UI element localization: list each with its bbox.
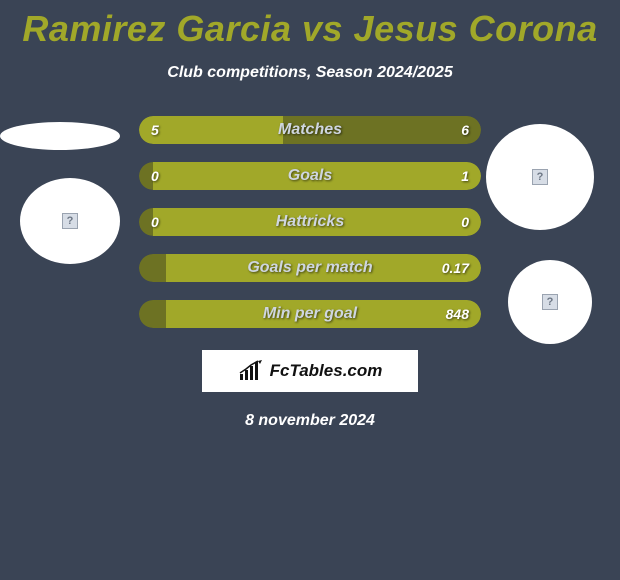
- stat-row: 56Matches: [139, 116, 481, 144]
- stat-value-right: 6: [461, 116, 469, 144]
- brand-chart-icon: [238, 360, 264, 382]
- stat-row: 0.17Goals per match: [139, 254, 481, 282]
- stat-value-right: 1: [461, 162, 469, 190]
- stat-value-left: 0: [151, 208, 159, 236]
- brand-badge: FcTables.com: [202, 350, 418, 392]
- stat-row: 848Min per goal: [139, 300, 481, 328]
- placeholder-icon: ?: [62, 213, 78, 229]
- stat-fill-right: [153, 162, 481, 190]
- stat-row: 00Hattricks: [139, 208, 481, 236]
- placeholder-icon: ?: [532, 169, 548, 185]
- stat-value-right: 0: [461, 208, 469, 236]
- stat-fill-right: [166, 300, 481, 328]
- decorative-circle: [0, 122, 120, 150]
- subtitle: Club competitions, Season 2024/2025: [0, 64, 620, 82]
- page-title: Ramirez Garcia vs Jesus Corona: [0, 0, 620, 50]
- decorative-circle: ?: [486, 124, 594, 230]
- date-label: 8 november 2024: [0, 412, 620, 430]
- stat-fill-left: [139, 300, 166, 328]
- placeholder-icon: ?: [542, 294, 558, 310]
- stat-value-right: 0.17: [442, 254, 469, 282]
- stat-value-left: 0: [151, 162, 159, 190]
- stat-fill-right: [283, 116, 481, 144]
- stat-value-right: 848: [446, 300, 469, 328]
- stat-fill-left: [139, 116, 283, 144]
- decorative-circle: ?: [508, 260, 592, 344]
- decorative-circle: ?: [20, 178, 120, 264]
- stat-fill-right: [166, 254, 481, 282]
- brand-text: FcTables.com: [270, 361, 383, 381]
- stat-value-left: 5: [151, 116, 159, 144]
- stat-fill-right: [153, 208, 481, 236]
- stat-fill-left: [139, 254, 166, 282]
- stat-row: 01Goals: [139, 162, 481, 190]
- comparison-rows: 56Matches01Goals00Hattricks0.17Goals per…: [139, 116, 481, 328]
